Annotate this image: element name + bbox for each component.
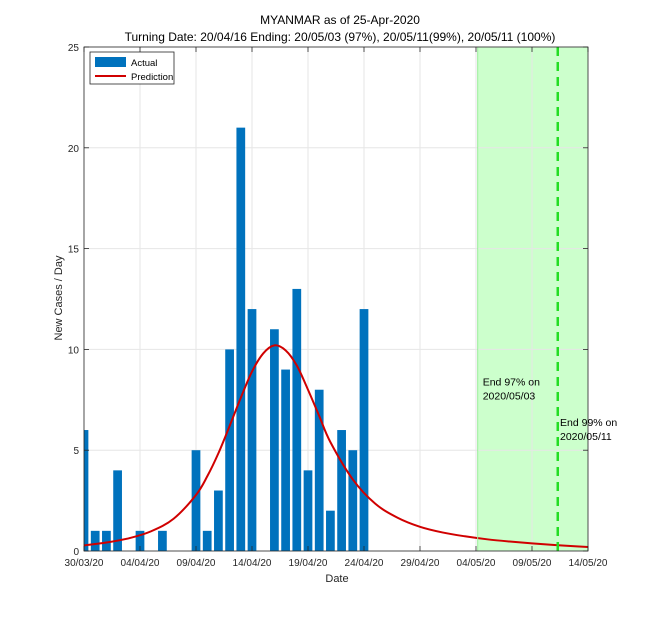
shade-layer	[477, 47, 588, 551]
bar-actual	[225, 349, 234, 551]
bar-layer	[84, 127, 369, 551]
x-axis-label: Date	[325, 573, 348, 585]
bar-actual	[314, 389, 324, 551]
x-tick-label: 30/03/20	[65, 558, 104, 569]
x-tick-label: 09/04/20	[177, 558, 216, 569]
line-layer	[83, 344, 589, 548]
bar-actual	[337, 430, 346, 551]
vline-layer	[477, 47, 560, 551]
bar-actual	[359, 309, 369, 551]
y-axis-label: New Cases / Day	[53, 255, 65, 340]
bar-actual	[292, 288, 302, 551]
bar-actual	[236, 127, 246, 551]
chart-title: MYANMAR as of 25-Apr-2020	[260, 13, 420, 27]
axis-layer	[83, 46, 589, 552]
bar-actual	[326, 510, 335, 551]
annotation-end-97: 2020/05/03	[483, 391, 536, 403]
bar-actual	[90, 530, 100, 551]
y-tick-label: 0	[73, 547, 79, 558]
axes-frame	[83, 46, 589, 552]
bar-actual	[270, 329, 279, 551]
forecast-shaded-region	[477, 47, 588, 551]
bar-actual	[214, 490, 223, 551]
x-tick-label: 14/04/20	[233, 558, 272, 569]
bar-actual	[135, 530, 145, 551]
y-tick-label: 25	[68, 43, 80, 54]
legend-swatch-actual	[95, 57, 126, 67]
y-tick-label: 10	[68, 345, 80, 356]
bar-actual	[84, 430, 89, 551]
y-tick-label: 15	[68, 245, 80, 256]
bar-actual	[158, 530, 167, 551]
annotation-end-99: End 99% on	[560, 417, 617, 429]
x-tick-label: 24/04/20	[345, 558, 384, 569]
bar-actual	[202, 530, 212, 551]
chart-subtitle: Turning Date: 20/04/16 Ending: 20/05/03 …	[125, 30, 556, 44]
bar-actual	[102, 530, 111, 551]
bar-actual	[281, 369, 290, 551]
x-tick-label: 09/05/20	[513, 558, 552, 569]
legend-label-prediction: Prediction	[131, 72, 173, 83]
x-tick-label: 19/04/20	[289, 558, 328, 569]
bar-actual	[348, 450, 358, 551]
x-tick-label: 29/04/20	[401, 558, 440, 569]
bar-actual	[247, 309, 257, 551]
bar-actual	[191, 450, 201, 551]
x-tick-label: 04/04/20	[121, 558, 160, 569]
annotation-end-97: End 97% on	[483, 377, 540, 389]
tick-layer: 0 5 10 15 20 25 30/03/20 04/04/20 09/04/20 14/04/…	[65, 43, 608, 569]
legend-label-actual: Actual	[131, 58, 157, 69]
bar-actual	[113, 470, 122, 551]
x-tick-label: 14/05/20	[569, 558, 608, 569]
bar-actual	[303, 470, 313, 551]
annotation-end-99: 2020/05/11	[560, 431, 612, 443]
prediction-line	[83, 344, 589, 548]
y-tick-label: 20	[68, 144, 80, 155]
annot-layer: End 97% on 2020/05/03 End 99% on 2020/05/11	[483, 377, 618, 443]
x-tick-label: 04/05/20	[457, 558, 496, 569]
legend: Actual Prediction	[89, 51, 175, 85]
y-tick-label: 5	[73, 446, 79, 457]
